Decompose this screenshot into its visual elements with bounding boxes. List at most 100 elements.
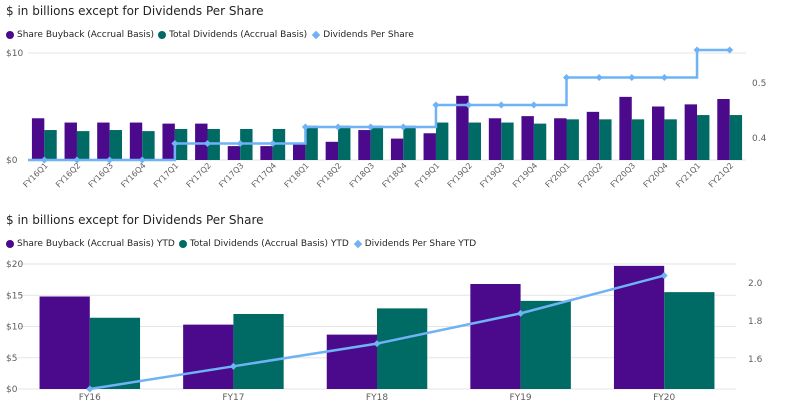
chart1-buyback-bar [129, 122, 143, 160]
chart1-dividends-bar [501, 122, 514, 160]
chart1-buyback-bar [390, 138, 404, 160]
chart1-buyback-bar [423, 133, 436, 160]
chart1-dps-point [399, 123, 407, 131]
chart1-buyback-bar [293, 143, 306, 160]
chart1-category-label: FY17Q3 [217, 161, 245, 189]
chart2-legend-dividends-label: Total Dividends (Accrual Basis) YTD [189, 239, 349, 249]
chart1-category-label: FY16Q2 [54, 161, 82, 189]
chart1-buyback-bar [162, 123, 175, 160]
chart1-buyback-bar [554, 118, 567, 160]
chart1-buyback-bar [488, 118, 502, 160]
chart1-category-label: FY18Q1 [282, 161, 310, 189]
chart1-buyback-bar [260, 146, 273, 160]
chart2-right-tick: 1.6 [748, 355, 763, 365]
chart1-buyback-bar [619, 96, 632, 160]
chart1-dps-point [660, 73, 668, 82]
chart2-legend-dividends[interactable]: Total Dividends (Accrual Basis) YTD [178, 239, 349, 249]
chart1-legend-dps[interactable]: Dividends Per Share [311, 30, 414, 40]
chart1-category-label: FY17Q4 [250, 161, 278, 189]
chart2-buyback-bar [470, 284, 521, 389]
dps-diamond-icon [311, 30, 321, 40]
chart1-dps-point [203, 139, 212, 148]
chart1-buyback-bar [64, 122, 77, 160]
chart1-dividends-bar [729, 115, 743, 160]
dps-ytd-diamond-icon [353, 239, 362, 249]
chart2-dividends-bar [89, 317, 141, 389]
chart2-buyback-bar [613, 265, 665, 389]
chart1-category-label: FY17Q2 [185, 161, 213, 189]
chart1-title: $ in billions except for Dividends Per S… [6, 4, 264, 18]
chart2-buyback-bar [183, 324, 234, 389]
chart1-category-label: FY17Q1 [152, 161, 180, 189]
chart2-dps-point [373, 340, 381, 348]
chart1-dividends-bar [338, 125, 351, 160]
chart1-dividends-bar [631, 119, 645, 160]
chart2-legend: Share Buyback (Accrual Basis) YTD Total … [6, 239, 480, 249]
chart1-dps-point [465, 101, 473, 109]
chart1-dividends-bar [435, 122, 449, 160]
chart1-dividends-bar [403, 125, 416, 160]
chart1-dps-point [106, 156, 114, 164]
chart1-category-label: FY19Q3 [478, 161, 506, 189]
chart2-left-tick: $10 [6, 323, 23, 333]
chart2-legend-buyback[interactable]: Share Buyback (Accrual Basis) YTD [6, 239, 175, 249]
chart1-dividends-bar [76, 131, 90, 160]
chart1-dps-point [432, 101, 440, 109]
chart2-dividends-bar [520, 300, 571, 389]
chart1-left-tick: $0 [6, 156, 18, 166]
chart1-category-label: FY20Q4 [641, 161, 669, 189]
chart2-right-tick: 1.8 [748, 317, 763, 327]
dividends-dot-icon [158, 31, 167, 39]
dividends-ytd-dot-icon [178, 240, 187, 248]
chart1-dps-point [236, 139, 244, 148]
chart1-buyback-bar [717, 99, 730, 160]
chart2-legend-buyback-label: Share Buyback (Accrual Basis) YTD [17, 239, 175, 249]
chart1-buyback-bar [652, 106, 665, 160]
chart2-legend-dps[interactable]: Dividends Per Share YTD [353, 239, 476, 249]
chart2-buyback-bar [39, 296, 90, 389]
chart1-legend-buyback-label: Share Buyback (Accrual Basis) [17, 30, 155, 40]
chart1-dividends-bar [109, 130, 122, 160]
chart1-category-label: FY16Q1 [21, 161, 49, 189]
chart2-left-tick: $0 [6, 385, 18, 395]
chart1-right-tick: 0.5 [752, 79, 766, 89]
chart2-dps-point [517, 309, 525, 317]
chart1-legend-dividends-label: Total Dividends (Accrual Basis) [169, 30, 308, 40]
chart1-dividends-bar [566, 119, 579, 160]
chart1-legend-buyback[interactable]: Share Buyback (Accrual Basis) [6, 30, 154, 40]
chart1-dps-point [73, 156, 81, 164]
chart1-dividends-bar [142, 131, 155, 160]
chart1-legend-dividends[interactable]: Total Dividends (Accrual Basis) [158, 30, 307, 40]
chart1-legend: Share Buyback (Accrual Basis) Total Divi… [6, 30, 418, 40]
chart2-dps-point [229, 362, 237, 370]
chart1-dps-line [28, 48, 730, 162]
chart1-dps-point [693, 46, 701, 54]
chart1-category-label: FY18Q3 [348, 161, 376, 189]
chart1-dps-point [367, 123, 375, 131]
buyback-ytd-dot-icon [6, 240, 14, 248]
chart2-left-tick: $5 [6, 354, 17, 364]
chart1-dps-point [334, 123, 342, 131]
chart1-category-label: FY16Q3 [87, 161, 115, 189]
chart1-left-tick: $10 [6, 49, 23, 59]
chart2-title: $ in billions except for Dividends Per S… [6, 213, 264, 227]
chart1-dividends-bar [370, 125, 384, 160]
chart1-dps-point [171, 139, 179, 148]
chart1-dividends-bar [697, 115, 710, 160]
chart2-left-tick: $20 [6, 260, 23, 270]
chart1-dps-point [301, 123, 309, 131]
chart1-buyback-bar [325, 141, 339, 160]
chart2-left-tick: $15 [6, 291, 23, 301]
chart2-category-label: FY16 [79, 393, 101, 403]
chart1-dps-point [595, 73, 603, 82]
chart2-plot: $0 $5 $10 $15 $20 1.6 1.8 2.0 FY16 FY17 FY18 FY19 FY… [6, 260, 763, 403]
chart1-buyback-bar [521, 116, 534, 160]
chart1-category-label: FY18Q4 [380, 161, 408, 189]
chart2-legend-dps-label: Dividends Per Share YTD [364, 239, 477, 249]
chart2-right-tick: 2.0 [748, 279, 763, 289]
chart1-buyback-bar [586, 111, 600, 160]
chart1-category-label: FY18Q2 [315, 161, 343, 189]
chart1-dps-point [40, 156, 48, 164]
chart2-dividends-bar [664, 292, 715, 389]
